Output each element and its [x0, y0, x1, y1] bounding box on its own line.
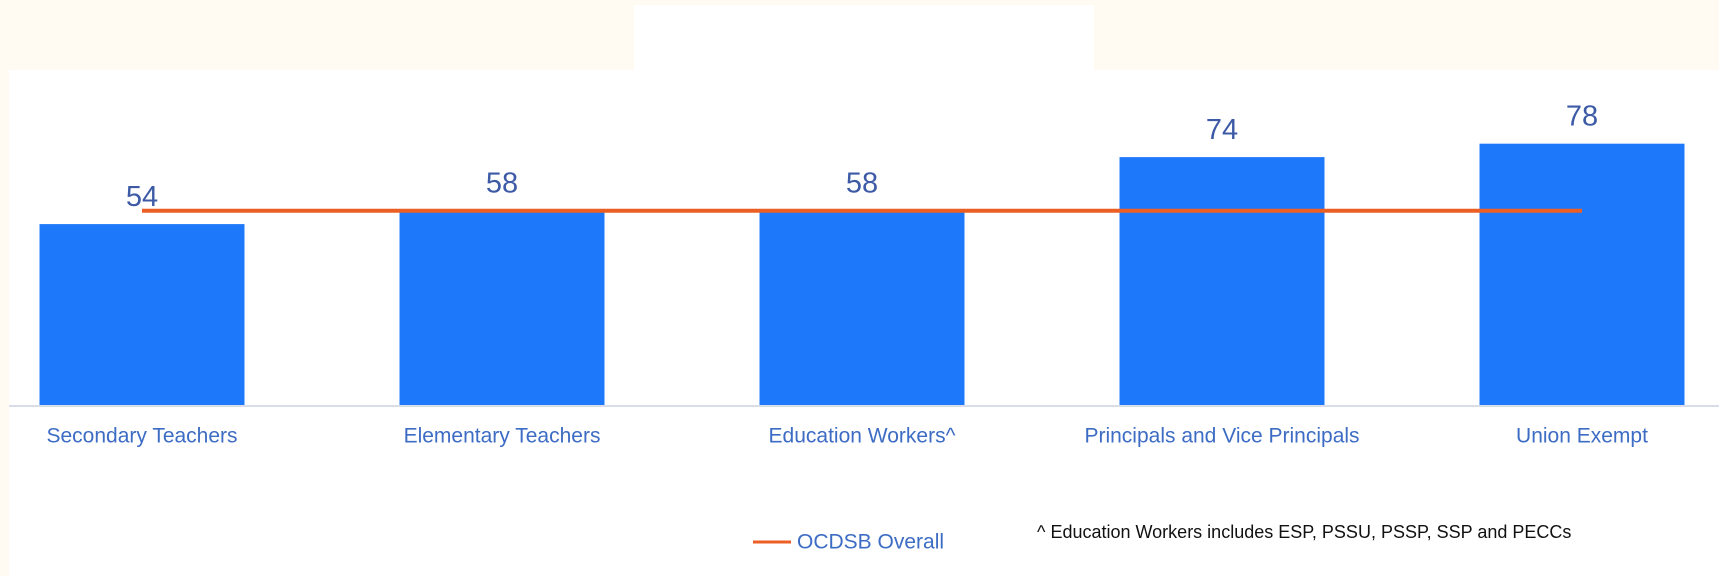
x-tick-label: Education Workers^: [769, 425, 956, 448]
bar: [1479, 143, 1685, 405]
bar: [399, 210, 605, 405]
footnote: ^ Education Workers includes ESP, PSSU, …: [1037, 522, 1571, 542]
title-box: [634, 5, 1094, 71]
value-label: 54: [126, 181, 158, 213]
x-tick-label: Principals and Vice Principals: [1084, 425, 1359, 448]
value-label: 74: [1206, 114, 1238, 146]
value-label: 78: [1566, 100, 1598, 132]
bar: [1119, 157, 1325, 405]
value-label: 58: [846, 167, 878, 199]
legend-label: OCDSB Overall: [797, 531, 944, 554]
bar: [39, 224, 245, 405]
x-tick-label: Elementary Teachers: [404, 425, 601, 448]
x-tick-label: Secondary Teachers: [46, 425, 237, 448]
value-label: 58: [486, 167, 518, 199]
x-tick-label: Union Exempt: [1516, 425, 1648, 448]
bar: [759, 210, 965, 405]
